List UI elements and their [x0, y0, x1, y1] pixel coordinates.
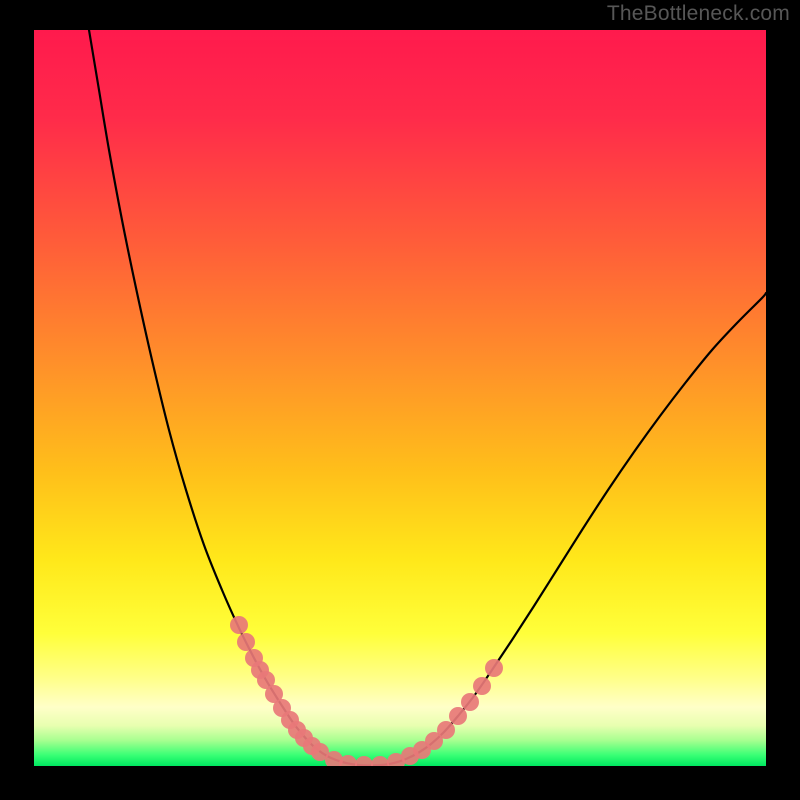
curve-marker	[230, 616, 248, 634]
frame-border-left	[0, 0, 34, 800]
frame-border-right	[766, 0, 800, 800]
curve-marker	[473, 677, 491, 695]
plot-svg	[34, 30, 766, 766]
gradient-background	[34, 30, 766, 766]
frame-border-bottom	[0, 766, 800, 800]
watermark-text: TheBottleneck.com	[607, 2, 790, 26]
curve-marker	[449, 707, 467, 725]
curve-marker	[437, 721, 455, 739]
plot-area	[34, 30, 766, 766]
curve-marker	[461, 693, 479, 711]
curve-marker	[237, 633, 255, 651]
chart-frame: TheBottleneck.com	[0, 0, 800, 800]
curve-marker	[485, 659, 503, 677]
